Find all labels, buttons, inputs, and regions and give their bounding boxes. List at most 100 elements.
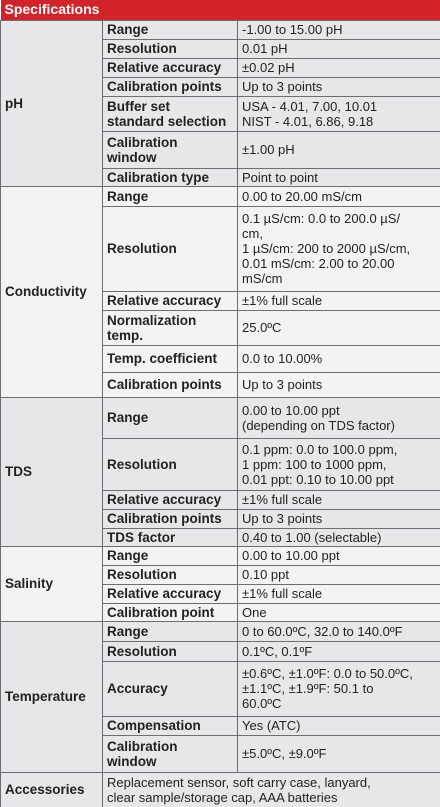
spec-label: Range — [102, 185, 238, 207]
spec-value: ±5.0ºC, ±9.0ºF — [236, 734, 440, 773]
spec-value: 0.0 to 10.00% — [236, 344, 440, 373]
section-name: TDS — [0, 396, 103, 547]
spec-value: 25.0ºC — [236, 309, 440, 346]
spec-value: Replacement sensor, soft carry case, lan… — [101, 771, 440, 807]
text-line: USA - 4.01, 7.00, 10.01 — [242, 98, 378, 114]
text-line: 0.1 µS/cm: 0.0 to 200.0 µS/ — [242, 211, 401, 226]
spec-label: Normalization temp. — [102, 309, 238, 346]
spec-row: Calibration points Up to 3 points — [0, 508, 440, 529]
text-line: window — [107, 149, 157, 165]
spec-value: USA - 4.01, 7.00, 10.01 NIST - 4.01, 6.86… — [236, 95, 440, 132]
text-line: Calibration — [107, 738, 178, 754]
spec-label: Resolution — [102, 640, 238, 662]
spec-label: Resolution — [102, 205, 238, 292]
spec-row: Resolution 0.01 pH — [0, 38, 440, 59]
spec-label: Range — [102, 19, 238, 40]
spec-row: TDS Range 0.00 to 10.00 ppt (depending on T… — [0, 396, 440, 547]
table-title: Specifications — [0, 0, 440, 21]
text-line: ±1.1ºC, ±1.9ºF: 50.1 to — [242, 681, 374, 696]
spec-row: Relative accuracy ±1% full scale — [0, 489, 440, 510]
text-line: (depending on TDS factor) — [242, 417, 395, 433]
spec-label: Compensation — [102, 715, 238, 736]
text-line: 0.00 to 10.00 ppt — [242, 402, 340, 418]
spec-label: Calibration window — [102, 734, 238, 773]
spec-value: Up to 3 points — [236, 508, 440, 529]
spec-row: Relative accuracy ±1% full scale — [0, 583, 440, 604]
spec-label: Relative accuracy — [102, 489, 238, 510]
spec-row: TDS factor 0.40 to 1.00 (selectable) — [0, 527, 440, 547]
spec-value: 0.00 to 10.00 ppt (depending on TDS facto… — [236, 396, 440, 439]
spec-value: -1.00 to 15.00 pH — [236, 19, 440, 40]
spec-value: 0 to 60.0ºC, 32.0 to 140.0ºF — [236, 620, 440, 642]
spec-value: ±1% full scale — [236, 489, 440, 510]
spec-value: ±1% full scale — [236, 583, 440, 604]
text-line: 0.1 ppm: 0.0 to 100.0 ppm, — [242, 441, 398, 457]
text-line: cm, — [242, 226, 263, 241]
spec-label: Resolution — [102, 38, 238, 59]
spec-label: Relative accuracy — [102, 57, 238, 78]
spec-value: One — [236, 602, 440, 622]
spec-row: Resolution 0.1ºC, 0.1ºF — [0, 640, 440, 662]
section-name: pH — [0, 19, 103, 187]
spec-row: Accessories Replacement sensor, soft carr… — [0, 771, 440, 807]
section-name: Temperature — [0, 620, 103, 773]
text-line: Calibration — [107, 134, 178, 150]
spec-label: Resolution — [102, 564, 238, 585]
spec-row: Calibration window ±5.0ºC, ±9.0ºF — [0, 734, 440, 773]
spec-value: ±1% full scale — [236, 290, 440, 311]
spec-value: ±0.6ºC, ±1.0ºF: 0.0 to 50.0ºC, ±1.1ºC, ±1… — [236, 660, 440, 717]
text-line: Replacement sensor, soft carry case, lan… — [107, 774, 371, 790]
spec-label: Range — [102, 396, 238, 439]
text-line: window — [107, 753, 157, 769]
text-line: ±0.6ºC, ±1.0ºF: 0.0 to 50.0ºC, — [242, 666, 413, 681]
spec-row: pH Range -1.00 to 15.00 pH — [0, 19, 440, 187]
spec-row: Compensation Yes (ATC) — [0, 715, 440, 736]
text-line: standard selection — [107, 113, 227, 129]
section-name: Conductivity — [0, 185, 103, 398]
spec-row: Conductivity Range 0.00 to 20.00 mS/cm — [0, 185, 440, 398]
spec-row: Salinity Range 0.00 to 10.00 ppt — [0, 545, 440, 622]
text-line: 1 ppm: 100 to 1000 ppm, — [242, 456, 387, 472]
spec-label: Calibration points — [102, 371, 238, 398]
spec-label: Resolution — [102, 437, 238, 491]
spec-value: ±0.02 pH — [236, 57, 440, 78]
spec-value: 0.00 to 20.00 mS/cm — [236, 185, 440, 207]
text-line: 0.01 ppt: 0.10 to 10.00 ppt — [242, 471, 394, 487]
spec-label: Calibration points — [102, 508, 238, 529]
spec-value: Up to 3 points — [236, 371, 440, 398]
text-line: 1 µS/cm: 200 to 2000 µS/cm, — [242, 241, 411, 256]
spec-value: Yes (ATC) — [236, 715, 440, 736]
spec-label: Calibration type — [102, 167, 238, 187]
header-row: Specifications — [0, 0, 440, 21]
spec-label: Accuracy — [102, 660, 238, 717]
spec-label: Temp. coefficient — [102, 344, 238, 373]
spec-label: Relative accuracy — [102, 290, 238, 311]
spec-value: 0.10 ppt — [236, 564, 440, 585]
spec-label: Calibration point — [102, 602, 238, 622]
spec-value: 0.00 to 10.00 ppt — [236, 545, 440, 566]
spec-value: 0.1 µS/cm: 0.0 to 200.0 µS/cm, 1 µS/cm: 2… — [236, 205, 440, 292]
spec-value: 0.01 pH — [236, 38, 440, 59]
spec-value: 0.1ºC, 0.1ºF — [236, 640, 440, 662]
spec-value: 0.40 to 1.00 (selectable) — [236, 527, 440, 547]
spec-label: Buffer set standard selection — [102, 95, 238, 132]
spec-value: ±1.00 pH — [236, 130, 440, 169]
spec-label: Calibration window — [102, 130, 238, 169]
text-line: mS/cm — [242, 271, 283, 286]
text-line: temp. — [107, 327, 144, 343]
spec-row: Temperature Range 0 to 60.0ºC, 32.0 to 140… — [0, 620, 440, 773]
text-line: Buffer set — [107, 98, 171, 114]
spec-label: Range — [102, 620, 238, 642]
text-line: clear sample/storage cap, AAA batteries — [107, 789, 338, 805]
spec-label: TDS factor — [102, 527, 238, 547]
spec-value: Up to 3 points — [236, 76, 440, 97]
spec-value: Point to point — [236, 167, 440, 187]
text-line: 0.01 mS/cm: 2.00 to 20.00 — [242, 256, 395, 271]
spec-row: Calibration type Point to point — [0, 167, 440, 187]
section-name: Salinity — [0, 545, 103, 622]
text-line: NIST - 4.01, 6.86, 9.18 — [242, 113, 374, 129]
spec-label: Relative accuracy — [102, 583, 238, 604]
spec-label: Calibration points — [102, 76, 238, 97]
